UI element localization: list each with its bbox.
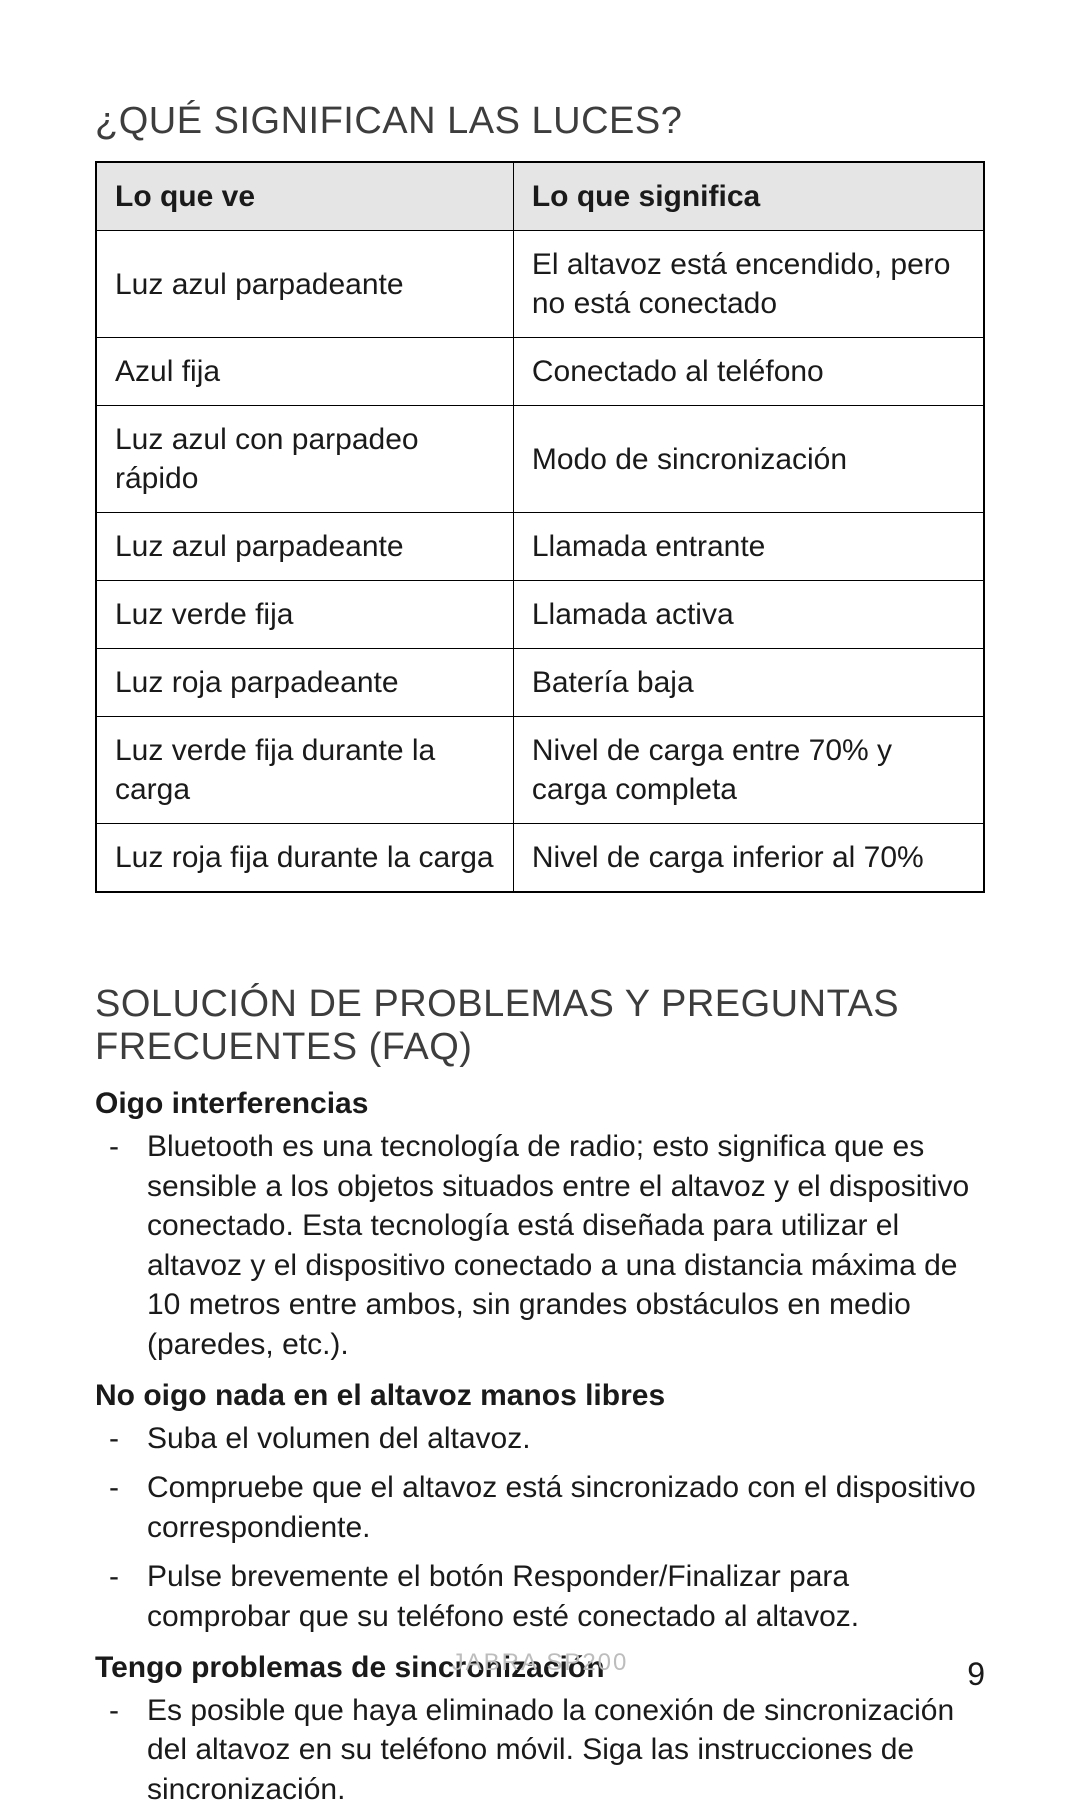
lights-table: Lo que ve Lo que significa Luz azul parp…: [95, 161, 985, 893]
faq-answer-list: Suba el volumen del altavoz. Compruebe q…: [95, 1419, 985, 1637]
table-cell: Luz roja fija durante la carga: [96, 824, 513, 893]
faq-answer-list: Es posible que haya eliminado la conexió…: [95, 1691, 985, 1809]
table-row: Luz roja fija durante la carga Nivel de …: [96, 824, 984, 893]
table-row: Luz azul con parpadeo rápido Modo de sin…: [96, 406, 984, 513]
footer-page-number: 9: [967, 1656, 985, 1693]
faq-answer-list: Bluetooth es una tecnología de radio; es…: [95, 1127, 985, 1365]
table-header-cell: Lo que ve: [96, 162, 513, 231]
table-cell: Conectado al teléfono: [513, 338, 984, 406]
section-heading-faq: SOLUCIÓN DE PROBLEMAS Y PREGUNTAS FRECUE…: [95, 983, 985, 1069]
table-cell: Nivel de carga entre 70% y carga complet…: [513, 717, 984, 824]
list-item: Bluetooth es una tecnología de radio; es…: [95, 1127, 985, 1365]
table-cell: Llamada entrante: [513, 513, 984, 581]
table-row: Luz azul parpadeante El altavoz está enc…: [96, 231, 984, 338]
table-cell: Azul fija: [96, 338, 513, 406]
table-cell: Luz verde fija durante la carga: [96, 717, 513, 824]
table-cell: Luz azul parpadeante: [96, 513, 513, 581]
table-row: Luz azul parpadeante Llamada entrante: [96, 513, 984, 581]
table-cell: Nivel de carga inferior al 70%: [513, 824, 984, 893]
table-cell: Luz azul parpadeante: [96, 231, 513, 338]
faq-question: Oigo interferencias: [95, 1087, 985, 1121]
list-item: Compruebe que el altavoz está sincroniza…: [95, 1468, 985, 1547]
section-heading-lights: ¿QUÉ SIGNIFICAN LAS LUCES?: [95, 100, 985, 143]
table-row: Luz roja parpadeante Batería baja: [96, 649, 984, 717]
table-cell: El altavoz está encendido, pero no está …: [513, 231, 984, 338]
table-cell: Luz azul con parpadeo rápido: [96, 406, 513, 513]
table-header-cell: Lo que significa: [513, 162, 984, 231]
table-header-row: Lo que ve Lo que significa: [96, 162, 984, 231]
page-footer: JABRA SP200 9: [0, 1649, 1080, 1689]
table-row: Luz verde fija Llamada activa: [96, 581, 984, 649]
list-item: Suba el volumen del altavoz.: [95, 1419, 985, 1459]
table-cell: Llamada activa: [513, 581, 984, 649]
table-cell: Luz verde fija: [96, 581, 513, 649]
table-cell: Luz roja parpadeante: [96, 649, 513, 717]
table-cell: Modo de sincronización: [513, 406, 984, 513]
list-item: Es posible que haya eliminado la conexió…: [95, 1691, 985, 1809]
footer-product-name: JABRA SP200: [452, 1649, 629, 1677]
faq-item: Oigo interferencias Bluetooth es una tec…: [95, 1087, 985, 1365]
table-row: Azul fija Conectado al teléfono: [96, 338, 984, 406]
list-item: Pulse brevemente el botón Responder/Fina…: [95, 1557, 985, 1636]
table-cell: Batería baja: [513, 649, 984, 717]
faq-item: No oigo nada en el altavoz manos libres …: [95, 1379, 985, 1637]
faq-question: No oigo nada en el altavoz manos libres: [95, 1379, 985, 1413]
table-row: Luz verde fija durante la carga Nivel de…: [96, 717, 984, 824]
